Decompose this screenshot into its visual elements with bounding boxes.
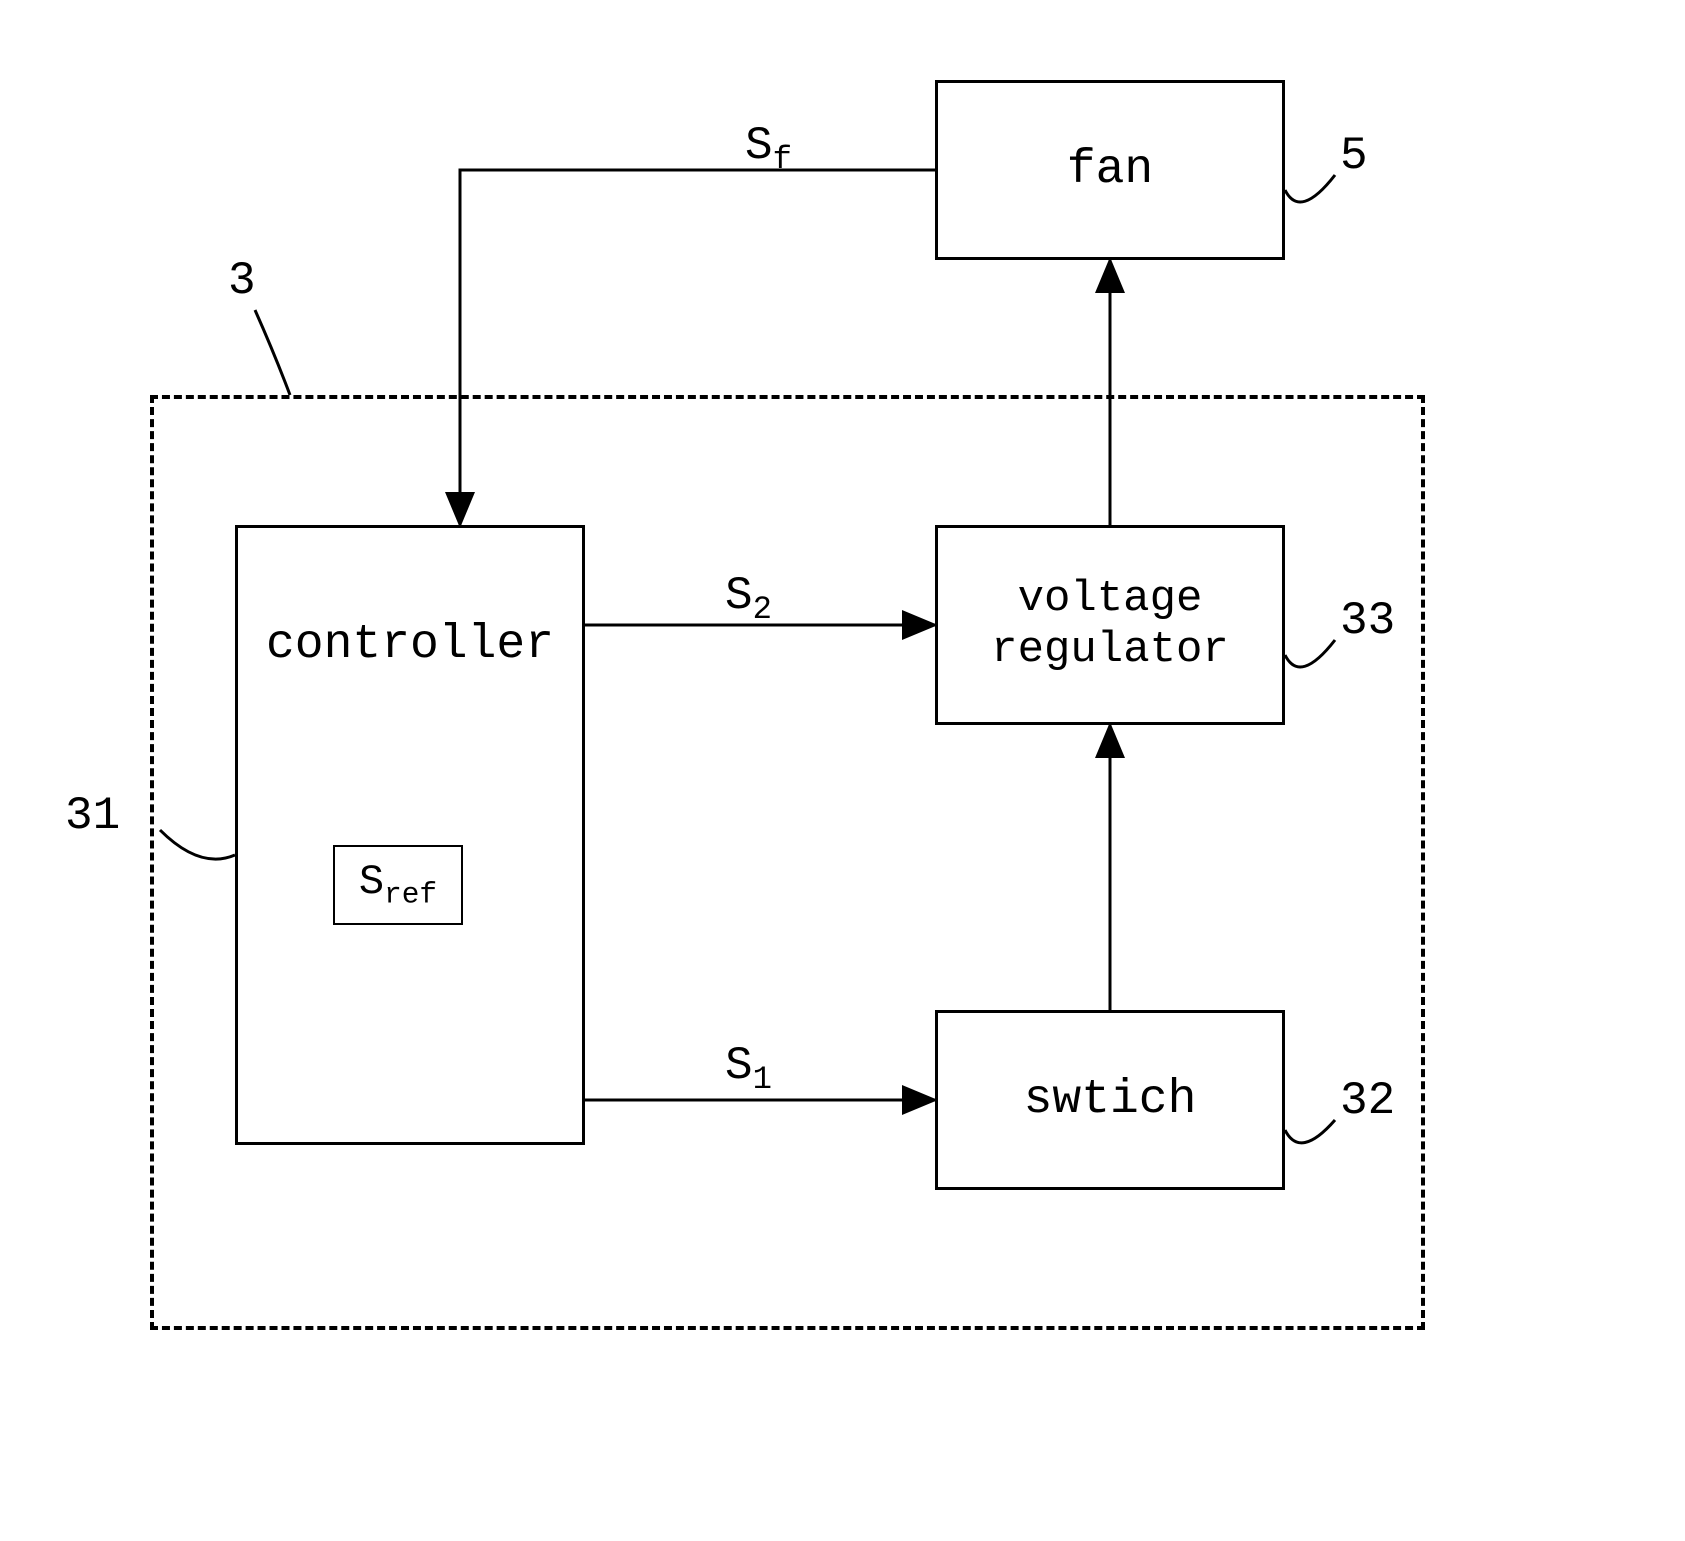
switch-box: swtich — [935, 1010, 1285, 1190]
ref-31: 31 — [65, 790, 120, 842]
switch-label: swtich — [1024, 1073, 1197, 1127]
voltage-regulator-box: voltage regulator — [935, 525, 1285, 725]
ref-5: 5 — [1340, 130, 1368, 182]
controller-box: controller — [235, 525, 585, 1145]
sref-label: Sref — [359, 858, 437, 911]
controller-label: controller — [266, 618, 554, 672]
voltage-regulator-label: voltage regulator — [991, 574, 1229, 675]
fan-label: fan — [1067, 143, 1153, 197]
ref-3: 3 — [228, 255, 256, 307]
signal-sf-label: Sf — [745, 120, 792, 178]
sref-box: Sref — [333, 845, 463, 925]
ref-33: 33 — [1340, 595, 1395, 647]
signal-s2-label: S2 — [725, 570, 772, 628]
ref-32: 32 — [1340, 1075, 1395, 1127]
signal-s1-label: S1 — [725, 1040, 772, 1098]
block-diagram: fan controller Sref voltage regulator sw… — [0, 0, 1685, 1541]
fan-box: fan — [935, 80, 1285, 260]
